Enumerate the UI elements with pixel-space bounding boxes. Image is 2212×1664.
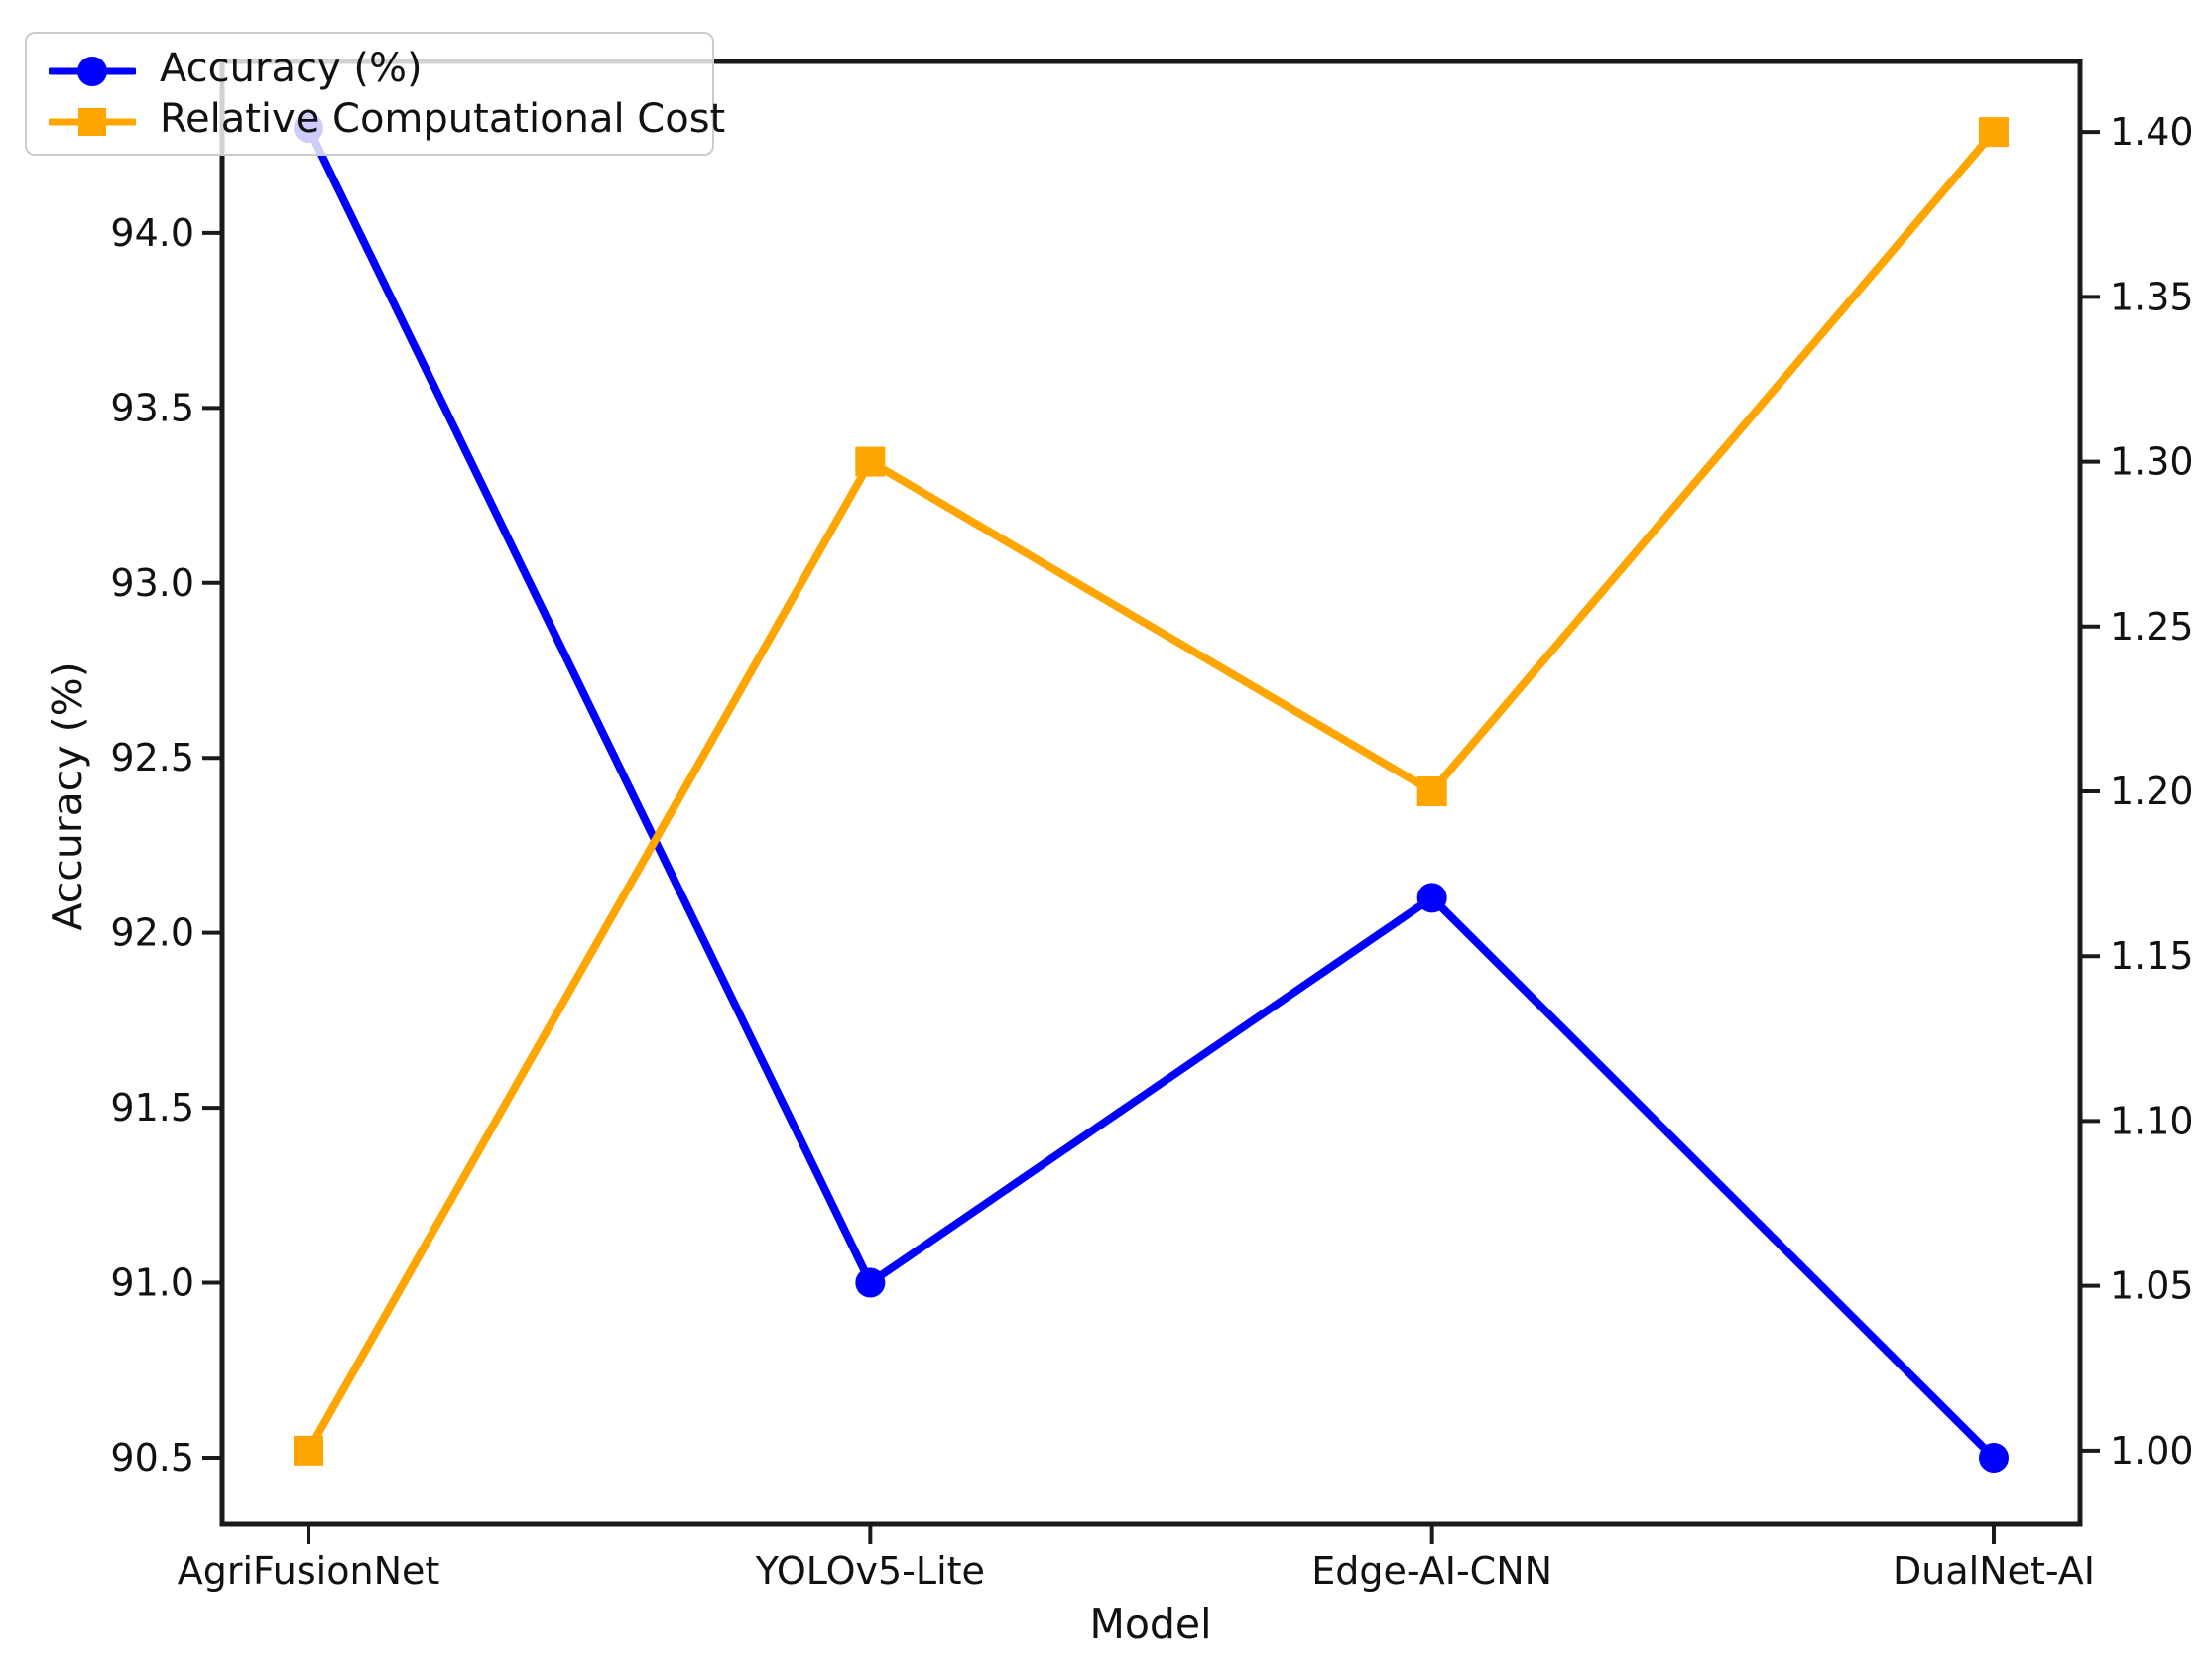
cost-data-point	[1416, 776, 1447, 807]
legend-marker-circle-icon	[47, 52, 138, 87]
cost-line	[305, 128, 1998, 1455]
left-axis-tick-label: 93.0	[110, 561, 194, 605]
left-axis-tick-label: 92.5	[110, 736, 194, 779]
right-axis-tick-label: 1.30	[2110, 440, 2194, 484]
left-axis-tick-label: 90.5	[110, 1436, 194, 1480]
left-axis-tick-label: 94.0	[110, 211, 194, 255]
legend-item-cost: Relative Computational Cost	[47, 95, 725, 143]
x-axis-title: Model	[1089, 1601, 1212, 1648]
accuracy-data-point	[1979, 1442, 2009, 1473]
right-axis-tick-label: 1.00	[2110, 1429, 2194, 1473]
x-axis-category-label: Edge-AI-CNN	[1311, 1549, 1552, 1593]
right-axis-tick-label: 1.40	[2110, 110, 2194, 154]
x-axis-category-label: YOLOv5-Lite	[755, 1549, 985, 1593]
right-axis-tick-label: 1.20	[2110, 770, 2194, 813]
accuracy-data-point	[1416, 883, 1447, 913]
left-axis-tick-label: 92.0	[110, 911, 194, 955]
left-axis-tick-label: 93.5	[110, 386, 194, 429]
right-axis-tick-label: 1.35	[2110, 275, 2194, 318]
cost-data-point	[294, 1435, 323, 1466]
right-axis-tick-label: 1.10	[2110, 1099, 2194, 1142]
right-axis-tick-label: 1.05	[2110, 1264, 2194, 1308]
right-axis-tick-label: 1.15	[2110, 934, 2194, 978]
legend-label-accuracy: Accuracy (%)	[160, 46, 423, 92]
y-axis-title-text: Accuracy (%)	[44, 661, 91, 931]
cost-data-point	[1979, 117, 2009, 148]
legend-item-accuracy: Accuracy (%)	[47, 45, 692, 92]
cost-data-point	[855, 446, 886, 477]
legend-marker-square-icon	[47, 102, 138, 136]
left-axis-tick-label: 91.5	[110, 1086, 194, 1129]
accuracy-data-point	[855, 1267, 886, 1298]
left-axis-tick-label: 91.0	[110, 1261, 194, 1305]
x-axis-category-label: DualNet-AI	[1893, 1549, 2095, 1593]
legend-label-cost: Relative Computational Cost	[160, 95, 726, 142]
x-axis-category-label: AgriFusionNet	[178, 1549, 440, 1593]
plot-frame	[219, 59, 2083, 1527]
right-axis-tick-label: 1.25	[2110, 605, 2194, 649]
accuracy-line	[305, 124, 1998, 1462]
legend: Accuracy (%) Relative Computational Cost	[25, 32, 725, 156]
